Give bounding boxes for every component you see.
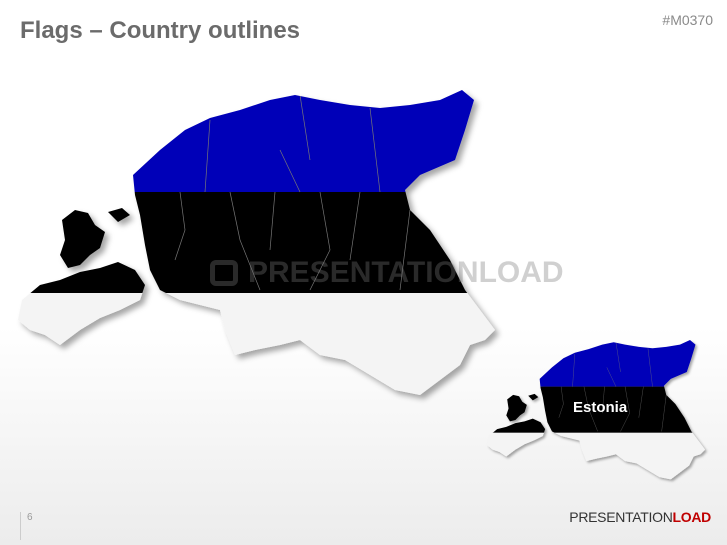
- watermark: PRESENTATIONLOAD: [210, 256, 564, 290]
- watermark-logo-icon: [210, 260, 238, 286]
- page-number: 6: [20, 512, 33, 540]
- logo-part1: PRESENTATION: [569, 509, 673, 525]
- logo-part2: LOAD: [672, 509, 712, 525]
- country-label: Estonia: [573, 399, 628, 416]
- slide-code: #M0370: [662, 12, 713, 28]
- slide-title: Flags – Country outlines: [20, 17, 301, 44]
- estonia-main-map: [0, 0, 520, 493]
- presentationload-logo: PRESENTATIONLOAD: [569, 509, 711, 525]
- watermark-text: PRESENTATIONLOAD: [248, 256, 564, 289]
